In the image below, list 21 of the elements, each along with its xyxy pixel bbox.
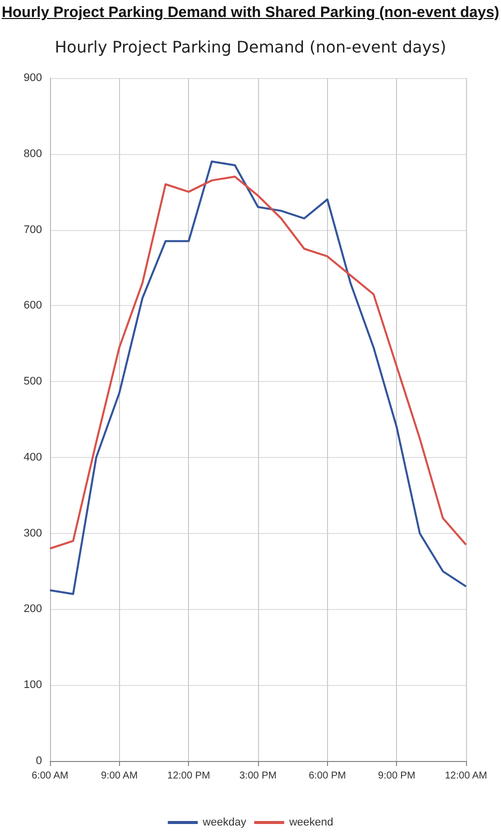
chart-title: Hourly Project Parking Demand (non-event days) <box>54 38 446 56</box>
y-tick-label: 200 <box>24 603 42 616</box>
y-tick-label: 500 <box>24 376 42 388</box>
x-tick-label: 12:00 PM <box>167 770 210 782</box>
x-tick-label: 9:00 PM <box>378 770 416 782</box>
y-tick-label: 0 <box>36 755 42 767</box>
legend-label: weekday <box>202 816 247 828</box>
y-tick-label: 300 <box>24 527 42 540</box>
y-tick-label: 700 <box>24 224 42 236</box>
x-tick-label: 12:00 AM <box>444 770 488 782</box>
legend-label: weekend <box>288 816 334 828</box>
x-tick-label: 3:00 PM <box>239 770 277 782</box>
y-tick-label: 900 <box>24 72 42 84</box>
y-tick-label: 800 <box>24 148 42 160</box>
y-tick-label: 400 <box>24 451 42 464</box>
y-tick-label: 100 <box>24 679 42 692</box>
y-tick-label: 600 <box>24 300 42 312</box>
x-tick-label: 6:00 PM <box>308 770 346 782</box>
x-tick-label: 6:00 AM <box>32 770 68 782</box>
x-tick-label: 9:00 AM <box>100 770 138 782</box>
text: Hourly Project Parking Demand with Shared Parking (non-event days) <box>0 4 500 21</box>
